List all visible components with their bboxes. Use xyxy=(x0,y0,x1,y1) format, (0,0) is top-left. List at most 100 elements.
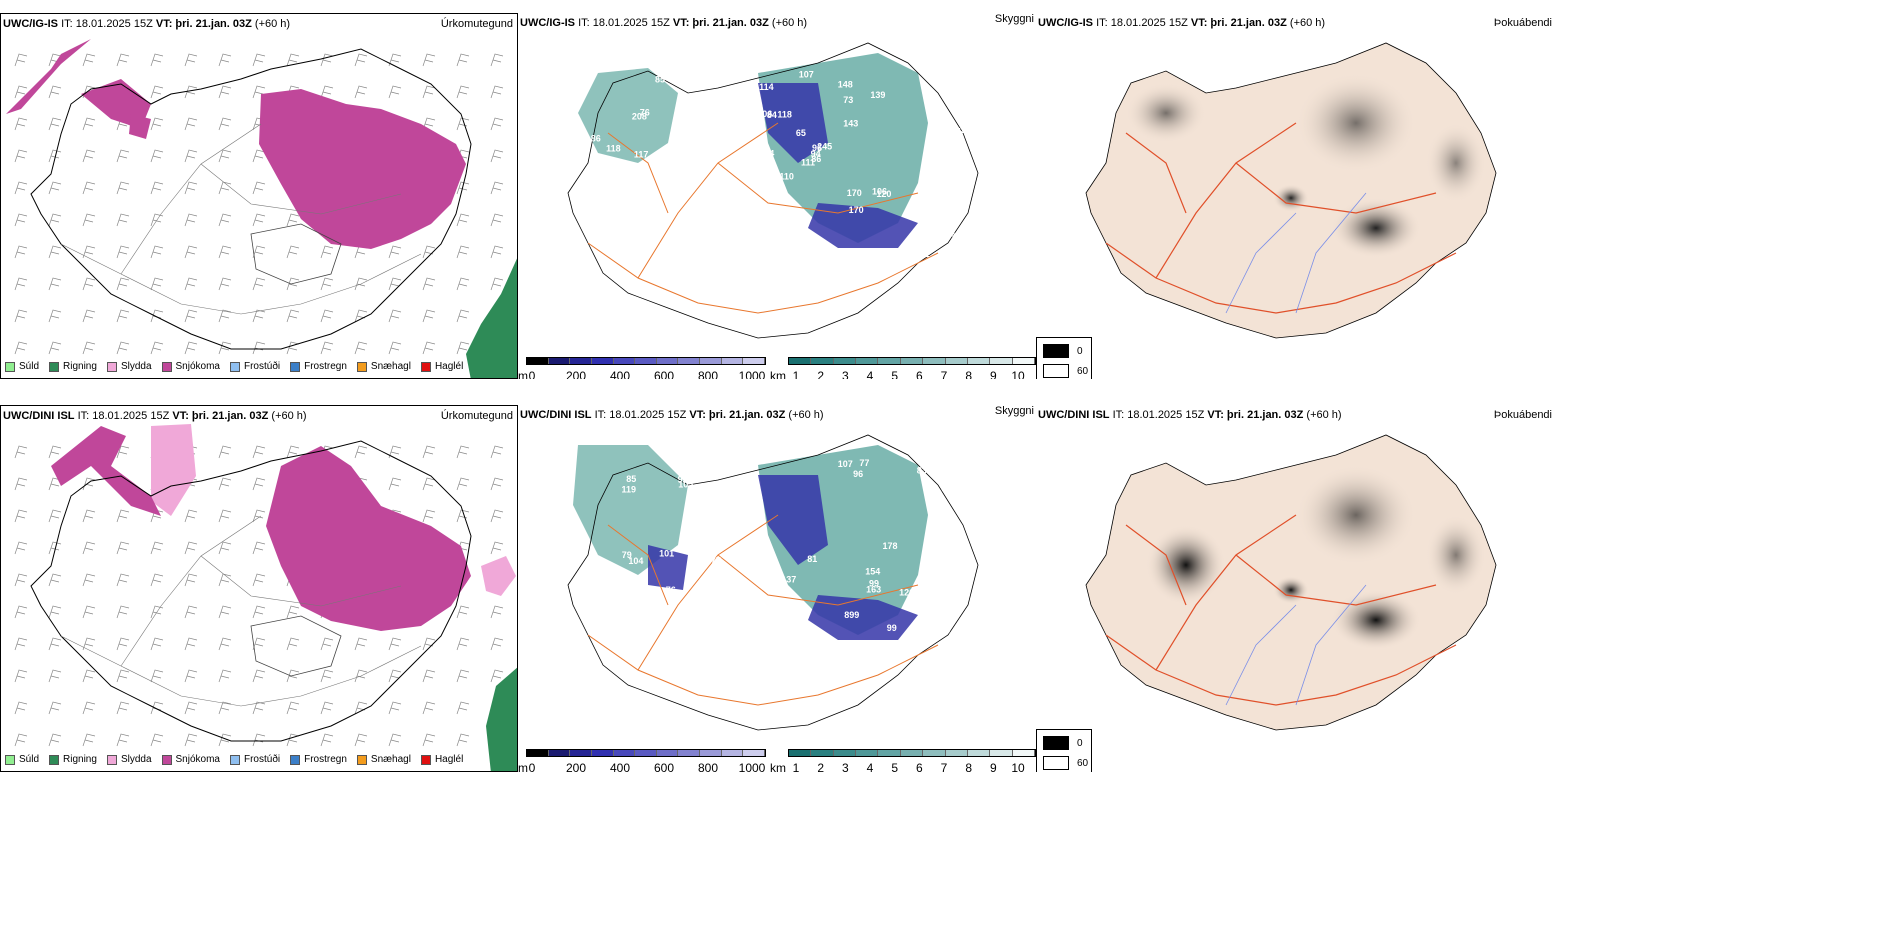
init-time: IT: 18.01.2025 15Z xyxy=(594,409,687,421)
iceland-coast xyxy=(567,42,979,339)
height-value-label: 105 xyxy=(634,625,649,635)
visibility-teal-area xyxy=(573,445,688,575)
colorbar-tick-label: 6 xyxy=(915,761,923,772)
legend-swatch xyxy=(420,361,431,372)
visibility-unit: km xyxy=(770,369,786,379)
legend-swatch xyxy=(106,754,117,765)
height-value-label: 813 xyxy=(940,229,955,239)
legend-swatch xyxy=(161,754,172,765)
valid-time: þri. 21.jan. 03Z xyxy=(1210,17,1287,29)
height-value-label: 109 xyxy=(935,626,950,636)
road-network xyxy=(1105,122,1457,314)
height-value-label: 154 xyxy=(865,567,880,577)
height-value-label: 104 xyxy=(670,140,685,150)
legend-item: Snæhagl xyxy=(356,754,411,765)
height-value-label: 92 xyxy=(678,474,688,484)
colorbar-segment xyxy=(613,358,636,364)
fog-indicator-dark xyxy=(1296,465,1416,565)
legend-label: Frostúði xyxy=(243,361,281,372)
colorbar-segment xyxy=(678,750,701,756)
road-network xyxy=(587,122,939,314)
height-value-label: 85 xyxy=(626,474,636,484)
colorbar-segment xyxy=(613,750,636,756)
height-value-label: 201 xyxy=(914,249,929,259)
height-colorbar: m 0 200 400 600 800 1000 xyxy=(518,357,768,379)
colorbar-tick-label: 5 xyxy=(891,369,898,379)
height-value-label: 107 xyxy=(799,70,814,80)
visibility-panel-bottom: UWC/DINI ISL IT: 18.01.2025 15Z VT: þri.… xyxy=(518,405,1038,772)
height-value-label: 62 xyxy=(696,213,706,223)
legend-swatch xyxy=(49,754,60,765)
height-value-label: 670 xyxy=(688,110,703,120)
sleet-area xyxy=(481,556,516,596)
legend-label: Haglél xyxy=(434,754,464,765)
colorbar-tick-label: 10 xyxy=(1011,761,1025,772)
colorbar-segment xyxy=(900,750,924,756)
height-value-label: 2110 xyxy=(774,172,794,182)
colorbar-segment xyxy=(923,358,946,364)
fog-indicator-dark xyxy=(1273,576,1309,604)
visibility-colorbar: km 1 2 3 4 5 6 7 8 9 10 xyxy=(770,749,1036,772)
height-value-label: 76 xyxy=(640,108,650,118)
colorbar-segment xyxy=(570,750,592,756)
colorbar-segment xyxy=(591,358,614,364)
colorbar-segment xyxy=(945,358,968,364)
colorbar-tick-label: 0 xyxy=(528,761,536,772)
valid-time-label: VT: xyxy=(172,410,189,422)
fog-min-swatch xyxy=(1043,756,1069,770)
height-value-label: 94 xyxy=(811,149,821,159)
height-value-label: 177 xyxy=(706,556,721,566)
legend-swatch xyxy=(420,754,431,765)
legend-swatch xyxy=(49,361,60,372)
legend-label: Snæhagl xyxy=(370,754,411,765)
colorbar-segment xyxy=(900,358,924,364)
height-value-label: 85 xyxy=(655,75,665,85)
panel-title: UWC/IG-IS IT: 18.01.2025 15Z VT: þri. 21… xyxy=(1038,17,1325,29)
panel-title: UWC/IG-IS IT: 18.01.2025 15Z VT: þri. 21… xyxy=(3,18,290,30)
fog-indicator-dark xyxy=(1331,198,1421,258)
height-value-label: 120 xyxy=(876,189,891,199)
fog-indicator-dark xyxy=(1126,83,1206,143)
colorbar-segment xyxy=(635,750,657,756)
fog-max-swatch xyxy=(1043,736,1069,750)
fog-indicator-dark xyxy=(1331,590,1421,650)
init-time: IT: 18.01.2025 15Z xyxy=(61,18,153,30)
snow-area xyxy=(266,446,471,631)
precip-type-label: Úrkomutegund xyxy=(440,18,513,30)
colorbar-tick-label: 600 xyxy=(653,761,675,772)
low-ceiling-area xyxy=(808,203,918,248)
iceland-coast xyxy=(30,440,472,742)
height-value-label: 99 xyxy=(941,483,951,493)
precip-type-legend: Súld Rigning Slydda Snjókoma Frostúði Frostre… xyxy=(5,361,463,372)
legend-item: Rigning xyxy=(49,754,97,765)
low-ceiling-area xyxy=(808,595,918,640)
rain-area xyxy=(486,667,517,771)
colorbar-tick-label: 1000 xyxy=(738,369,766,379)
lead-time: (+60 h) xyxy=(254,18,291,30)
visibility-map: 2110208909296621481187311185105117107971… xyxy=(567,42,979,339)
colorbar-tick-label: 9 xyxy=(989,761,997,772)
legend-swatch xyxy=(290,361,301,372)
init-time: IT: 18.01.2025 15Z xyxy=(578,17,670,29)
height-value-label: 100 xyxy=(679,233,694,243)
height-value-label: 73 xyxy=(843,95,853,105)
fog-indicator-dark xyxy=(1273,184,1309,212)
legend-item: Snæhagl xyxy=(356,361,411,372)
fog-index-legend: 0 60 xyxy=(1036,729,1092,772)
colorbar-segment xyxy=(721,358,744,364)
river-network xyxy=(1225,192,1367,314)
valid-time: þri. 21.jan. 03Z xyxy=(708,409,786,421)
precip-type-legend: Súld Rigning Slydda Snjókoma Frostúði Frostre… xyxy=(5,754,463,765)
height-value-label: 96 xyxy=(812,143,822,153)
road-network xyxy=(587,514,939,706)
valid-time: þri. 21.jan. 03Z xyxy=(1226,409,1304,421)
height-value-label: 215 xyxy=(724,523,739,533)
colorbar-segment xyxy=(721,750,744,756)
legend-item: Rigning xyxy=(49,361,97,372)
visibility-type-label: Skyggni xyxy=(994,405,1034,417)
colorbar-tick-label: 400 xyxy=(609,369,631,379)
colorbar-tick-label: 1000 xyxy=(738,761,766,772)
height-value-label: 85 xyxy=(653,252,663,262)
colorbar-segment xyxy=(856,358,879,364)
legend-item: Snjókoma xyxy=(161,754,220,765)
